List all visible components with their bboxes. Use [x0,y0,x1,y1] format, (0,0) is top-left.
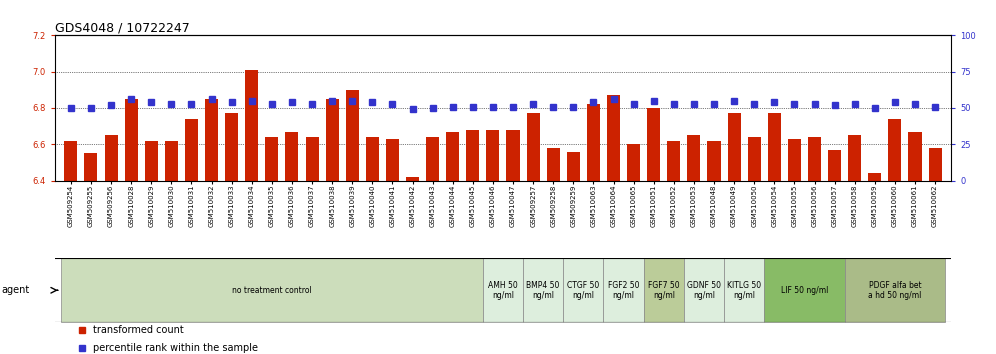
Text: AMH 50
ng/ml: AMH 50 ng/ml [488,281,518,300]
Bar [684,258,724,322]
Bar [527,113,540,181]
Bar [85,153,98,181]
Text: agent: agent [1,285,29,295]
Bar [667,141,680,181]
Bar [306,137,319,181]
Bar [908,132,921,181]
Bar [225,113,238,181]
Bar [564,258,604,322]
Text: FGF7 50
ng/ml: FGF7 50 ng/ml [648,281,679,300]
Bar [627,144,640,181]
Bar [466,130,479,181]
Bar [547,148,560,181]
Bar [486,130,499,181]
Text: percentile rank within the sample: percentile rank within the sample [94,343,258,353]
Bar [105,135,118,181]
Text: FGF2 50
ng/ml: FGF2 50 ng/ml [608,281,639,300]
Bar [928,148,941,181]
Bar [265,137,278,181]
Bar [346,90,359,181]
Bar [406,177,419,181]
Bar [788,139,801,181]
Bar [326,99,339,181]
Bar [144,141,157,181]
Text: GDNF 50
ng/ml: GDNF 50 ng/ml [687,281,721,300]
Text: KITLG 50
ng/ml: KITLG 50 ng/ml [727,281,761,300]
Bar [587,104,600,181]
Bar [748,137,761,181]
Bar [768,113,781,181]
Bar [849,135,862,181]
Bar [808,137,821,181]
Bar [446,132,459,181]
Bar [61,258,483,322]
Text: BMP4 50
ng/ml: BMP4 50 ng/ml [527,281,560,300]
Bar [483,258,523,322]
Bar [205,99,218,181]
Text: transformed count: transformed count [94,325,184,335]
Bar [245,70,258,181]
Bar [607,95,621,181]
Bar [845,258,945,322]
Bar [567,152,580,181]
Bar [286,132,299,181]
Text: GDS4048 / 10722247: GDS4048 / 10722247 [55,21,189,34]
Bar [647,108,660,181]
Bar [604,258,643,322]
Bar [65,141,78,181]
Bar [385,139,399,181]
Bar [124,99,137,181]
Bar [164,141,178,181]
Bar [366,137,378,181]
Bar [728,113,741,181]
Bar [828,150,842,181]
Bar [869,173,881,181]
Bar [643,258,684,322]
Text: no treatment control: no treatment control [232,286,312,295]
Bar [687,135,700,181]
Bar [523,258,564,322]
Text: PDGF alfa bet
a hd 50 ng/ml: PDGF alfa bet a hd 50 ng/ml [869,281,921,300]
Bar [507,130,520,181]
Bar [707,141,720,181]
Bar [888,119,901,181]
Bar [185,119,198,181]
Bar [764,258,845,322]
Text: CTGF 50
ng/ml: CTGF 50 ng/ml [568,281,600,300]
Text: LIF 50 ng/ml: LIF 50 ng/ml [781,286,828,295]
Bar [724,258,764,322]
Bar [426,137,439,181]
